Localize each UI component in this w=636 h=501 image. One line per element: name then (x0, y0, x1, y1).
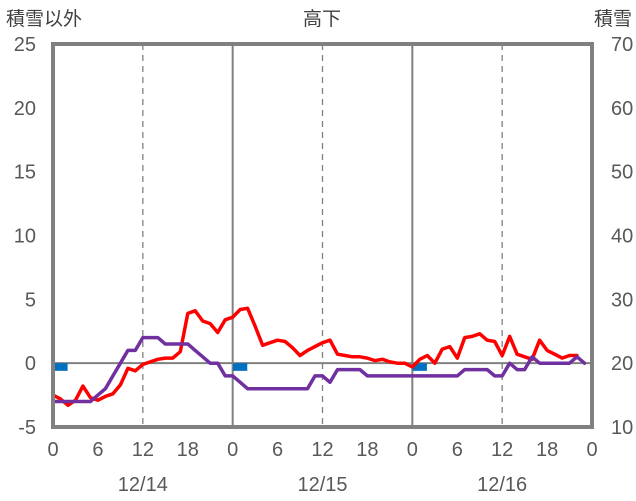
x-tick-label: 18 (356, 439, 378, 461)
snow-bar (233, 363, 248, 371)
y-left-tick-label: 20 (14, 98, 36, 120)
y-left-tick-label: 10 (14, 226, 36, 248)
snow-bars (53, 363, 427, 371)
snow-bar (412, 363, 427, 371)
right-axis-title: 積雪 (594, 8, 632, 30)
date-label: 12/16 (477, 474, 527, 496)
y-left-tick-label: 0 (25, 353, 36, 375)
x-tick-label: 0 (227, 439, 238, 461)
x-tick-label: 6 (92, 439, 103, 461)
chart-title: 高下 (303, 8, 341, 30)
plot-frame (51, 42, 594, 429)
series-line-1 (51, 306, 579, 408)
y-right-tick-label: 70 (611, 34, 633, 56)
series-line-2 (51, 335, 587, 404)
x-tick-label: 12 (311, 439, 333, 461)
y-left-tick-label: 25 (14, 34, 36, 56)
x-tick-label: 18 (536, 439, 558, 461)
y-right-tick-label: 60 (611, 98, 633, 120)
x-tick-label: 0 (47, 439, 58, 461)
x-tick-label: 0 (586, 439, 597, 461)
y-right-tick-label: 30 (611, 289, 633, 311)
series-lines (51, 306, 587, 408)
date-label: 12/14 (118, 474, 168, 496)
y-right-tick-label: 40 (611, 226, 633, 248)
y-left-tick-label: 15 (14, 162, 36, 184)
y-right-tick-label: 20 (611, 353, 633, 375)
y-right-tick-label: 10 (611, 417, 633, 439)
left-axis-title: 積雪以外 (6, 8, 82, 30)
y-right-tick-label: 50 (611, 162, 633, 184)
y-left-tick-label: 5 (25, 289, 36, 311)
x-tick-label: 6 (272, 439, 283, 461)
date-label: 12/15 (297, 474, 347, 496)
x-tick-label: 18 (177, 439, 199, 461)
y-left-tick-label: -5 (18, 417, 36, 439)
x-tick-label: 6 (452, 439, 463, 461)
x-tick-label: 0 (407, 439, 418, 461)
x-tick-label: 12 (132, 439, 154, 461)
x-tick-label: 12 (491, 439, 513, 461)
snow-bar (53, 363, 68, 371)
